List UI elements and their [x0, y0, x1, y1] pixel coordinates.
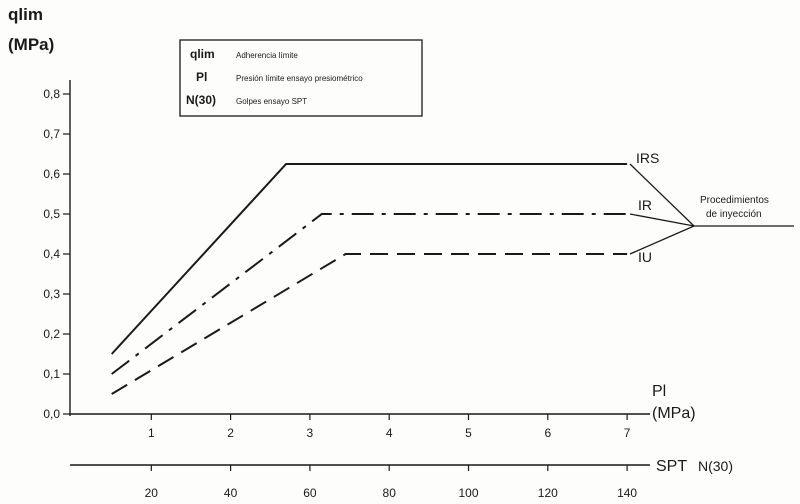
series-line-ir [111, 213, 628, 375]
legend-text-pl: Presión límite ensayo presiométrico [236, 74, 363, 83]
y-tick-label: 0,6 [43, 167, 60, 181]
converge-line-irs [629, 163, 695, 227]
series-group [110, 163, 628, 395]
legend-text-qlim: Adherencia límite [236, 51, 298, 60]
legend-box [179, 39, 423, 117]
y-tick-label: 0,7 [43, 127, 60, 141]
x-tick-label: 1 [148, 426, 155, 440]
x-tick-label: 5 [465, 426, 472, 440]
y-tick-label: 0,1 [43, 367, 60, 381]
series-label-ir: IR [638, 197, 652, 213]
secondary-x-tick-label: 40 [224, 486, 238, 500]
annotation-line2: de inyección [706, 209, 762, 220]
x-axis-title-line2: (MPa) [652, 405, 696, 422]
y-tick-label: 0,5 [43, 207, 60, 221]
x-tick-label: 7 [624, 426, 631, 440]
secondary-x-tick-label: 80 [383, 486, 397, 500]
y-axis-title-line1: qlim [8, 5, 43, 24]
legend-symbol-n30: N(30) [186, 93, 216, 107]
secondary-x-axis-title-prefix: SPT [656, 458, 687, 475]
x-tick-label: 6 [544, 426, 551, 440]
secondary-x-tick-label: 140 [617, 486, 637, 500]
y-tick-label: 0,0 [43, 407, 60, 421]
x-tick-label: 3 [307, 426, 314, 440]
secondary-x-tick-label: 100 [458, 486, 478, 500]
series-line-irs [110, 163, 628, 355]
y-ticks: 0,0 0,1 0,2 0,3 0,4 0,5 0,6 0,7 0,8 [43, 87, 70, 421]
converge-line-ir [629, 213, 695, 227]
legend: qlim Adherencia límite Pl Presión límite… [179, 39, 423, 117]
y-axis-title-line2: (MPa) [8, 35, 54, 54]
secondary-x-tick-label: 20 [145, 486, 159, 500]
converge-line-iu [629, 225, 695, 255]
secondary-x-tick-label: 120 [538, 486, 558, 500]
series-line-iu [111, 253, 628, 395]
annotation-line1: Procedimientos [700, 195, 769, 206]
secondary-x-ticks: 20 40 60 80 100 120 140 [145, 465, 637, 500]
series-label-irs: IRS [636, 150, 659, 166]
y-tick-label: 0,2 [43, 327, 60, 341]
y-tick-label: 0,4 [43, 247, 60, 261]
x-axis-title-line1: Pl [652, 383, 666, 400]
secondary-x-tick-label: 60 [303, 486, 317, 500]
legend-text-n30: Golpes ensayo SPT [236, 97, 307, 106]
x-tick-label: 4 [386, 426, 393, 440]
y-tick-label: 0,3 [43, 287, 60, 301]
legend-symbol-pl: Pl [196, 70, 207, 84]
x-ticks: 1 2 3 4 5 6 7 [148, 414, 631, 440]
legend-symbol-qlim: qlim [190, 47, 215, 61]
secondary-x-axis-title-suffix: N(30) [698, 458, 733, 474]
series-label-iu: IU [638, 249, 652, 265]
x-tick-label: 2 [227, 426, 234, 440]
y-tick-label: 0,8 [43, 87, 60, 101]
